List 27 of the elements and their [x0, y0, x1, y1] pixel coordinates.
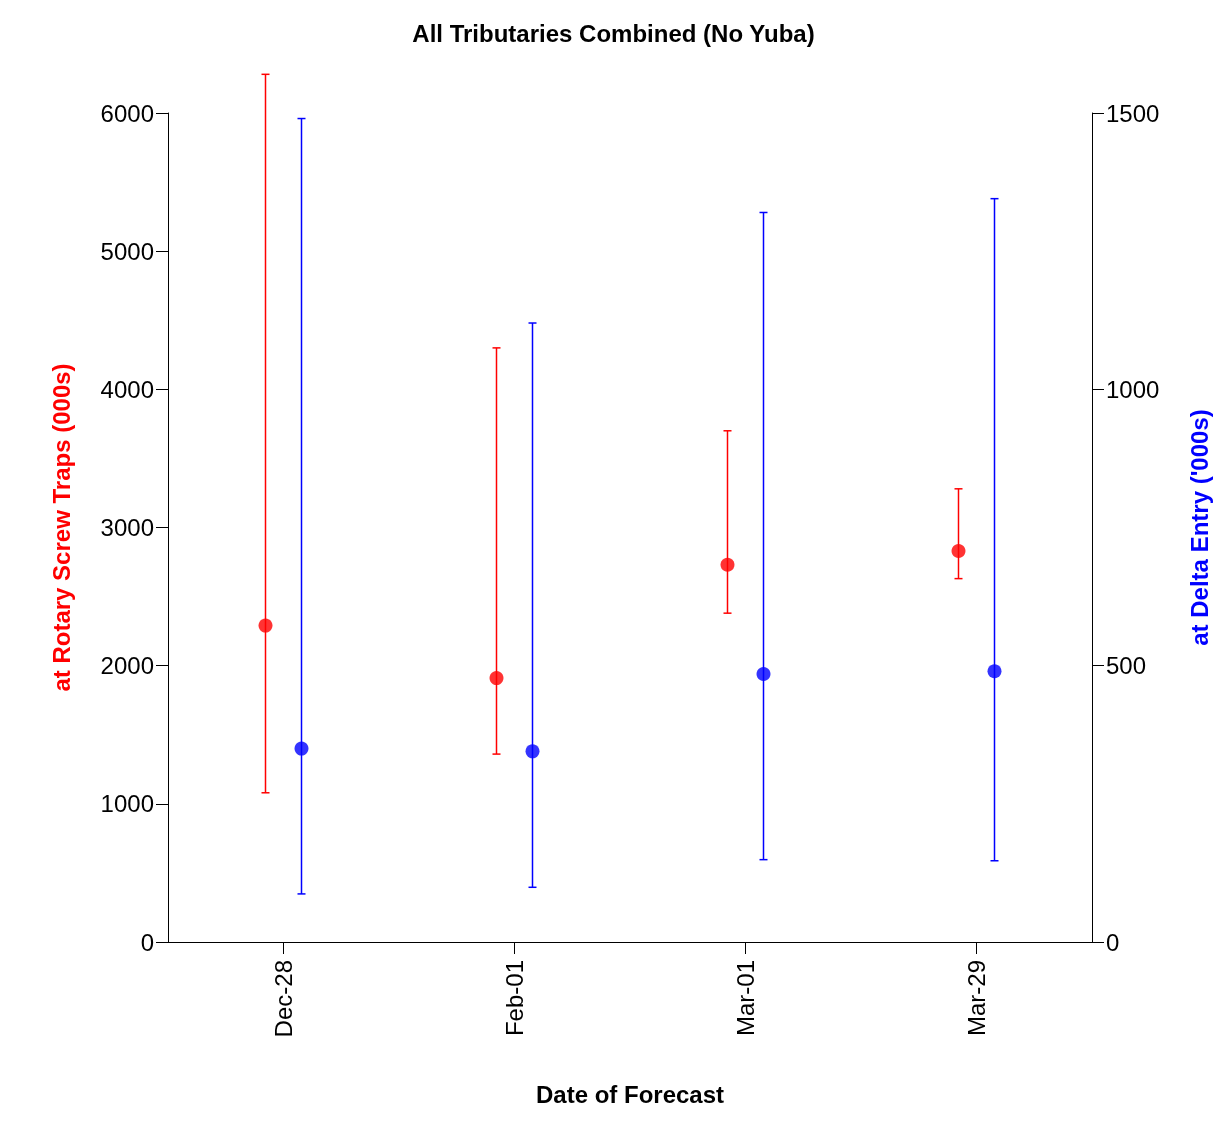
y-tick-label: 3000: [100, 514, 154, 541]
point: [258, 618, 273, 633]
point: [525, 744, 540, 759]
y2-tick-label: 1000: [1106, 375, 1160, 403]
point: [294, 741, 309, 756]
point: [720, 557, 735, 572]
x-axis-title: Date of Forecast: [535, 1080, 725, 1108]
y-tick-label: 5000: [100, 237, 154, 265]
point: [489, 671, 504, 686]
y-tick-label: 0: [140, 928, 154, 956]
y2-axis-title: at Delta Entry ('000s): [1185, 409, 1213, 646]
x-tick-label: Dec-28: [270, 960, 297, 1038]
y2-tick-label: 1500: [1106, 99, 1160, 127]
chart-title: All Tributaries Combined (No Yuba): [412, 19, 815, 47]
y-tick-label: 2000: [100, 652, 154, 680]
x-tick-label: Feb-01: [501, 960, 528, 1037]
y2-tick-label: 0: [1106, 928, 1120, 956]
point: [987, 664, 1002, 679]
y-tick-label: 6000: [100, 99, 154, 127]
y-axis-title: at Rotary Screw Traps (000s): [47, 363, 75, 692]
y2-tick-label: 500: [1106, 652, 1147, 680]
x-tick-label: Mar-01: [732, 960, 759, 1037]
x-tick-label: Mar-29: [963, 960, 990, 1037]
y-tick-label: 1000: [100, 790, 154, 818]
point: [951, 543, 966, 558]
y-tick-label: 4000: [100, 375, 154, 403]
point: [756, 666, 771, 681]
